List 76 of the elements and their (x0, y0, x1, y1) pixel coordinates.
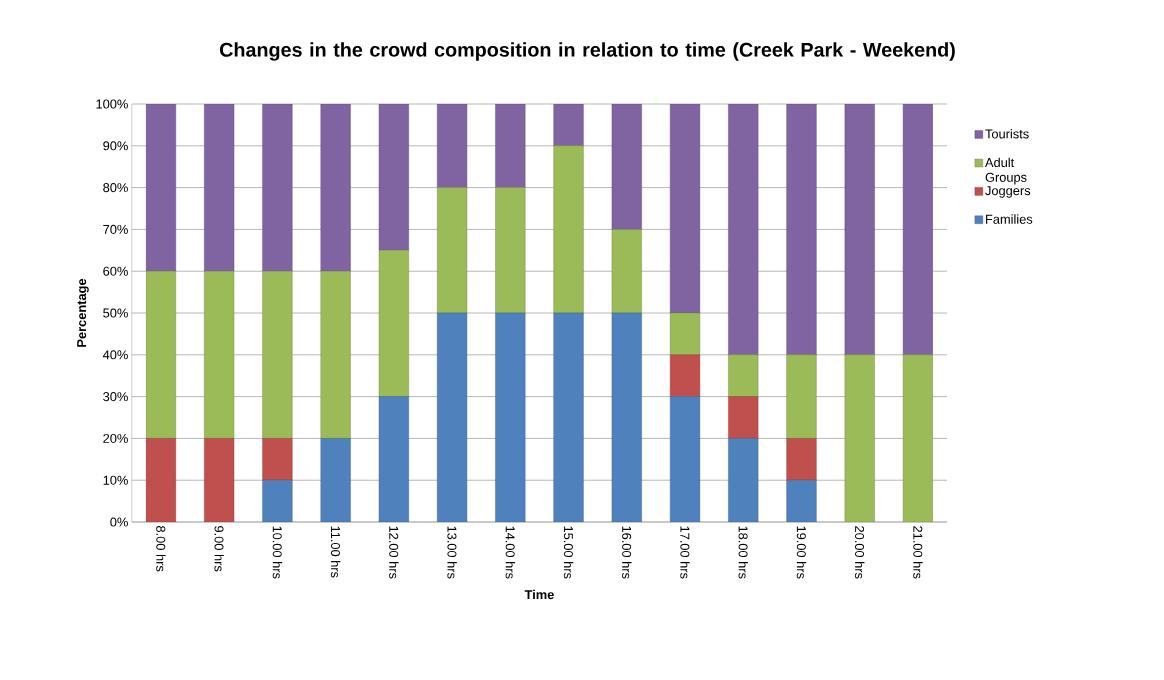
bar (320, 271, 351, 439)
bar (669, 313, 701, 356)
x-axis-title: Time (524, 589, 554, 600)
x-tick-label: 12.00 hrs (389, 526, 399, 579)
bar (495, 104, 526, 189)
x-tick-label: 18.00 hrs (738, 526, 748, 579)
bar (378, 250, 409, 398)
y-tick-label: 10% (103, 475, 128, 485)
y-tick-label: 100% (96, 99, 128, 109)
bar (669, 396, 701, 523)
bar (728, 396, 759, 439)
x-tick-label: 11.00 hrs (330, 526, 341, 578)
bar (320, 104, 351, 272)
bar (786, 480, 817, 523)
bar (553, 313, 584, 523)
chart-title: Changes in the crowd composition in relation to time (Creek Park - Weekend) (219, 42, 955, 61)
y-tick-label: 40% (102, 350, 128, 360)
bar (145, 438, 176, 523)
bar (728, 354, 759, 398)
x-tick-label: 19.00 hrs (796, 526, 807, 579)
bar (262, 104, 293, 272)
x-tick-label: 13.00 hrs (447, 526, 457, 579)
legend-label: Tourists (985, 129, 1029, 139)
legend-label: Joggers (985, 186, 1031, 198)
bar (786, 104, 817, 356)
x-tick-label: 20.00 hrs (855, 526, 865, 579)
bar (437, 313, 468, 523)
y-tick-label: 70% (103, 225, 128, 235)
bar (611, 104, 642, 230)
x-tick-label: 14.00 hrs (505, 526, 516, 579)
bar (320, 438, 351, 523)
x-tick-label: 16.00 hrs (622, 526, 632, 579)
y-tick-label: 90% (103, 141, 128, 151)
bar (378, 396, 409, 523)
bar (902, 104, 934, 356)
legend-label: Adult Groups (985, 157, 1027, 185)
bar (844, 104, 875, 356)
y-tick-label: 50% (103, 308, 128, 318)
bar (437, 104, 468, 189)
bar (437, 187, 468, 314)
bar (204, 271, 235, 439)
y-tick-label: 0% (110, 517, 128, 527)
y-axis-title: Percentage (77, 279, 89, 347)
bar (262, 271, 293, 439)
x-tick-label: 9.00 hrs (214, 526, 224, 572)
bar (553, 145, 584, 314)
bar (786, 438, 817, 481)
y-tick-label: 80% (103, 183, 128, 193)
bar (204, 104, 235, 272)
bar (669, 354, 701, 398)
bar (145, 104, 176, 272)
bar (844, 354, 875, 523)
bar (611, 229, 642, 314)
bar (553, 104, 584, 147)
x-tick-label: 17.00 hrs (680, 526, 690, 579)
bar (728, 104, 759, 356)
bar (669, 104, 701, 314)
bar (378, 104, 409, 251)
bar (145, 271, 176, 439)
y-tick-label: 20% (103, 434, 128, 444)
x-tick-label: 8.00 hrs (156, 526, 166, 572)
bar (786, 354, 817, 439)
x-tick-label: 10.00 hrs (272, 526, 283, 579)
bar (204, 438, 235, 523)
x-tick-label: 21.00 hrs (913, 526, 923, 579)
y-tick-label: 30% (103, 392, 128, 402)
bar (262, 438, 293, 481)
bar (611, 313, 642, 523)
bar (495, 187, 526, 314)
bar (902, 354, 934, 523)
legend-label: Families (986, 214, 1033, 225)
bar (728, 438, 759, 523)
x-tick-label: 15.00 hrs (563, 526, 574, 579)
bar (495, 313, 526, 523)
y-tick-label: 60% (103, 266, 128, 276)
bar (262, 480, 293, 523)
